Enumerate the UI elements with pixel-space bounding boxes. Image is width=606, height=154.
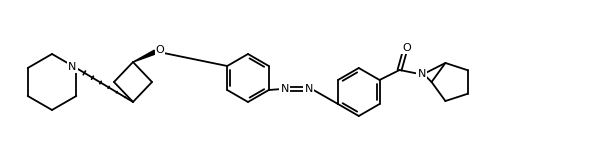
Text: N: N — [305, 84, 313, 94]
Text: O: O — [402, 43, 411, 53]
Polygon shape — [133, 50, 156, 62]
Text: N: N — [281, 84, 289, 94]
Text: N: N — [418, 69, 426, 79]
Text: N: N — [68, 62, 76, 72]
Text: O: O — [156, 45, 164, 55]
